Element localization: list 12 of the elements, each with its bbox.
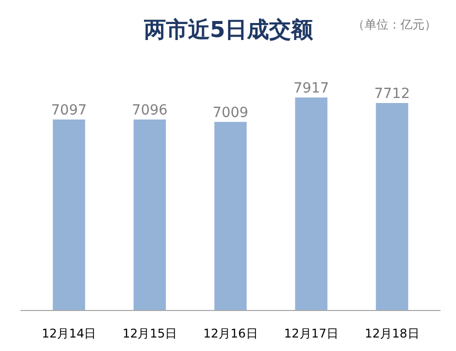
- x-tick-label: 12月15日: [122, 326, 178, 340]
- data-label: 7097: [51, 102, 87, 119]
- chart-subtitle: （单位：亿元）: [352, 18, 436, 32]
- x-tick-label: 12月18日: [364, 326, 420, 340]
- chart-title: 两市近5日成交额: [142, 17, 314, 43]
- x-tick-label: 12月17日: [284, 326, 339, 340]
- x-tick-label: 12月14日: [42, 326, 96, 340]
- x-tick-label: 12月16日: [203, 326, 258, 340]
- data-label: 7712: [374, 86, 410, 102]
- data-label: 7009: [212, 104, 248, 121]
- data-label: 7096: [132, 102, 168, 119]
- data-label: 7917: [293, 80, 330, 96]
